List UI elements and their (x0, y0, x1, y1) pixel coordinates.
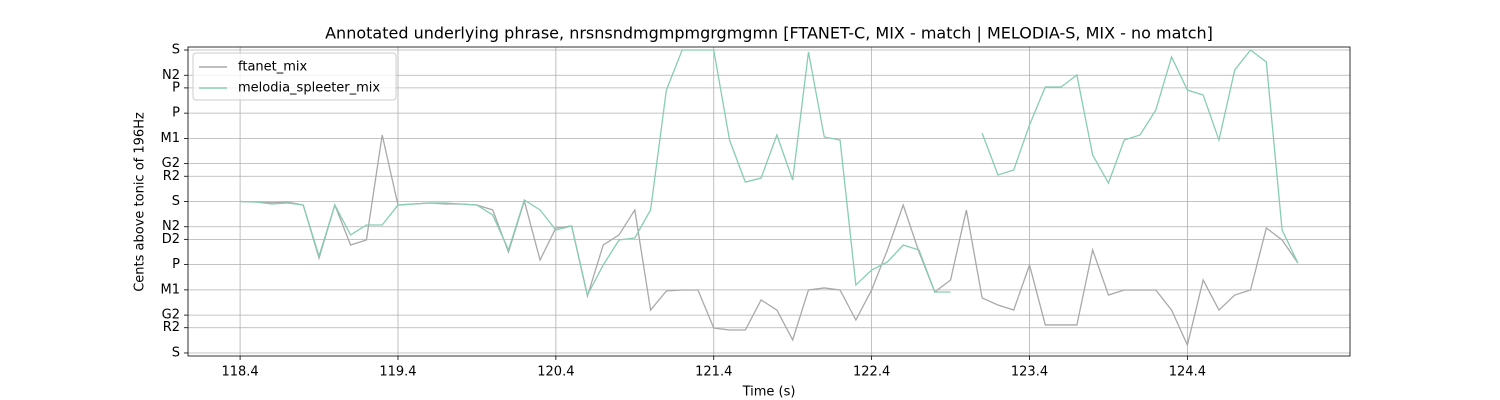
y-tick-label: P (172, 257, 180, 272)
legend-label: ftanet_mix (238, 60, 308, 75)
plot-frame (187, 46, 1351, 357)
y-tick-label: S (172, 43, 180, 58)
x-tick-label: 121.4 (695, 365, 732, 380)
y-tick-label: D2 (162, 232, 180, 247)
y-axis-label: Cents above tonic of 196Hz (133, 112, 148, 292)
data-line (240, 49, 951, 297)
y-tick-label: S (172, 194, 180, 209)
y-tick-label: M1 (161, 131, 181, 146)
x-tick-label: 120.4 (537, 365, 574, 380)
chart-title: Annotated underlying phrase, nrsnsndmgmp… (325, 24, 1213, 43)
x-axis-label: Time (s) (742, 385, 796, 400)
data-line (981, 49, 1299, 264)
y-tick-label: N2 (162, 68, 180, 83)
x-tick-label: 124.4 (1169, 365, 1206, 380)
y-tick-label: P (172, 80, 180, 95)
x-tick-label: 122.4 (853, 365, 890, 380)
legend-label: melodia_spleeter_mix (238, 81, 380, 96)
y-tick-label: G2 (162, 308, 180, 323)
y-tick-label: R2 (163, 169, 180, 184)
y-tick-label: S (172, 345, 180, 360)
x-tick-label: 119.4 (379, 365, 416, 380)
y-tick-label: N2 (162, 219, 180, 234)
data-line (240, 134, 1299, 348)
y-tick-label: P (172, 106, 180, 121)
x-tick-label: 118.4 (221, 365, 258, 380)
legend-box (192, 52, 397, 101)
y-tick-label: G2 (162, 156, 180, 171)
y-tick-label: M1 (161, 282, 181, 297)
x-tick-label: 123.4 (1011, 365, 1048, 380)
y-tick-label: R2 (163, 320, 180, 335)
